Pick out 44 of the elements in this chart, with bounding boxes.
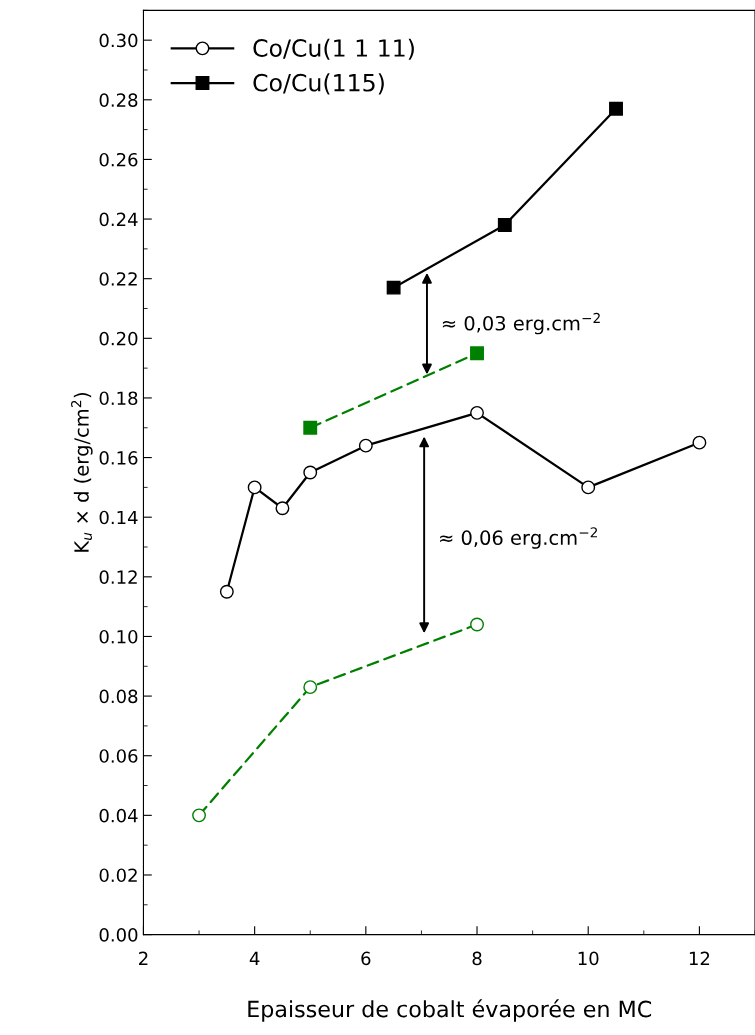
x-tick-label: 12	[689, 951, 710, 965]
y-tick-label: 0.22	[99, 272, 137, 286]
y-tick-label: 0.28	[99, 93, 138, 107]
point	[470, 346, 484, 361]
legend-label: Co/Cu(115)	[253, 73, 384, 95]
point	[358, 438, 373, 453]
y-tick-label: 0.24	[99, 212, 138, 227]
y-tick-label: 0.20	[99, 331, 138, 346]
y-tick-label: 0.14	[99, 510, 138, 525]
point	[303, 420, 318, 435]
y-tick-label: 0.10	[99, 629, 138, 644]
x-tick-label: 10	[578, 951, 599, 966]
y-tick-label: 0.08	[99, 689, 138, 704]
legend-label: Co/Cu(1 1 11)	[253, 38, 414, 60]
point	[303, 465, 318, 480]
point	[303, 680, 318, 695]
point	[581, 480, 596, 495]
x-tick-label: 6	[361, 951, 371, 966]
point	[609, 101, 623, 116]
y-tick-label: 0.06	[99, 749, 138, 763]
point	[692, 435, 707, 450]
annotation: ≈ 0,03 erg.cm$^{−2}$	[442, 312, 600, 335]
point	[219, 584, 234, 599]
point	[470, 617, 484, 632]
point	[247, 480, 262, 495]
y-tick-label: 0.30	[99, 33, 138, 48]
y-axis-title: K$_{u}$ × d (erg/cm$^{2}$)	[71, 393, 93, 552]
y-tick-label: 0.04	[99, 808, 138, 823]
point	[386, 280, 401, 295]
y-tick-label: 0.00	[99, 928, 138, 942]
x-tick-label: 2	[139, 951, 148, 965]
y-tick-label: 0.16	[99, 451, 138, 465]
y-tick-label: 0.02	[99, 868, 137, 883]
y-tick-label: 0.26	[99, 152, 138, 167]
x-tick-label: 4	[249, 951, 260, 965]
annotation: ≈ 0,06 erg.cm$^{−2}$	[440, 527, 597, 549]
point	[470, 405, 484, 420]
y-tick-label: 0.12	[99, 570, 137, 584]
x-tick-label: 8	[472, 951, 482, 966]
x-axis-title: Epaisseur de cobalt évaporée en MC	[248, 999, 652, 1022]
y-tick-label: 0.18	[99, 391, 138, 406]
point	[192, 808, 206, 823]
point	[497, 218, 512, 232]
point	[275, 501, 290, 516]
